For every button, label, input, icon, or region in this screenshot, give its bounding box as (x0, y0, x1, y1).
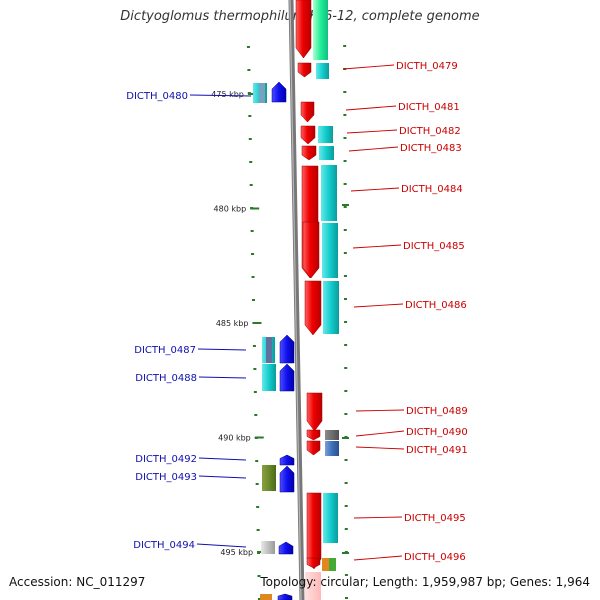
minus-strand-gene-arrow (279, 454, 295, 466)
plus-strand-gene-arrow (302, 221, 320, 279)
accession-text: Accession: NC_011297 (9, 575, 146, 589)
plus-gene-label: DICTH_0484 (401, 184, 463, 195)
plus-gene-leader-line (350, 187, 400, 192)
minus-gene-leader-line (198, 376, 247, 379)
plus-gene-label: DICTH_0482 (399, 126, 461, 137)
plus-strand-feature-block (325, 430, 339, 440)
minus-gene-leader-line (197, 348, 247, 351)
topology-text: Topology: circular; Length: 1,959,987 bp… (260, 575, 590, 589)
plus-gene-leader-line (342, 64, 395, 70)
plus-strand-gene-arrow (306, 557, 321, 569)
plus-strand-gene-arrow (306, 492, 322, 570)
minus-strand-gene-arrow (277, 593, 293, 600)
plus-gene-leader-line (355, 446, 405, 450)
minus-strand-gene-arrow (279, 334, 295, 364)
genome-backbone-highlight (289, 0, 302, 600)
minus-gene-label: DICTH_0487 (134, 345, 196, 356)
plus-strand-feature-block (325, 441, 339, 456)
plus-strand-feature-block (323, 493, 338, 543)
plus-gene-leader-line (346, 129, 398, 134)
minus-gene-label: DICTH_0492 (135, 454, 197, 465)
plus-strand-feature-block (319, 146, 334, 160)
scale-tick-label: 475 kbp (211, 90, 244, 99)
minus-gene-leader-line (196, 543, 247, 548)
minus-gene-label: DICTH_0494 (133, 540, 195, 551)
plus-strand-feature-block (321, 165, 337, 221)
plus-gene-leader-line (348, 146, 399, 152)
minus-gene-label: DICTH_0480 (126, 91, 188, 102)
minus-strand-gene-arrow (279, 465, 295, 493)
plus-gene-label: DICTH_0486 (405, 300, 467, 311)
plus-strand-gene-arrow (306, 440, 321, 456)
minus-gene-leader-line (198, 457, 247, 461)
minus-strand-feature-block (266, 337, 272, 363)
plus-gene-label: DICTH_0490 (406, 427, 468, 438)
plus-gene-label: DICTH_0483 (400, 143, 462, 154)
plus-gene-leader-line (345, 105, 397, 111)
minus-strand-feature-block (262, 465, 276, 491)
feature-block-green (329, 558, 336, 571)
genome-backbone (288, 0, 305, 600)
plus-strand-gene-arrow (304, 280, 322, 336)
minus-strand-feature-block (260, 594, 272, 600)
scale-tick-label: 495 kbp (220, 548, 253, 557)
plus-strand-gene-arrow (306, 392, 323, 432)
plus-gene-leader-line (353, 516, 403, 519)
scale-tick-label: 480 kbp (214, 205, 247, 214)
minus-strand-gene-arrow (278, 541, 294, 555)
minus-gene-label: DICTH_0493 (135, 472, 197, 483)
plus-strand-feature-block (313, 0, 328, 60)
minus-strand-feature-block (262, 364, 276, 391)
plus-strand-gene-arrow (300, 125, 316, 145)
plus-gene-leader-line (355, 409, 405, 412)
plus-strand-gene-arrow (297, 62, 312, 78)
plus-strand-feature-block (323, 281, 339, 334)
plus-gene-label: DICTH_0481 (398, 102, 460, 113)
plus-gene-leader-line (355, 430, 405, 437)
plus-strand-gene-arrow (295, 0, 312, 59)
scale-tick-label: 485 kbp (216, 319, 249, 328)
minus-strand-gene-arrow (279, 363, 295, 392)
plus-gene-leader-line (352, 244, 402, 249)
minus-gene-leader-line (189, 94, 252, 97)
plus-gene-label: DICTH_0479 (396, 61, 458, 72)
minus-strand-feature-block (261, 541, 275, 554)
plus-gene-label: DICTH_0491 (406, 445, 468, 456)
feature-block-orange (322, 558, 329, 571)
plus-strand-feature-block (318, 126, 333, 143)
minus-strand-gene-arrow (271, 81, 287, 103)
plus-gene-label: DICTH_0496 (404, 552, 466, 563)
minus-gene-leader-line (198, 475, 247, 479)
plus-gene-leader-line (353, 303, 404, 308)
plus-strand-feature-block (316, 63, 329, 79)
plus-strand-gene-arrow (301, 145, 317, 161)
minus-strand-feature-block (259, 83, 265, 103)
feature-block-pink (305, 572, 321, 600)
minus-gene-label: DICTH_0488 (135, 373, 197, 384)
plus-gene-label: DICTH_0495 (404, 513, 466, 524)
scale-tick-label: 490 kbp (218, 434, 251, 443)
plus-gene-label: DICTH_0485 (403, 241, 465, 252)
plus-strand-feature-block (322, 223, 338, 278)
plus-gene-leader-line (353, 555, 403, 561)
plus-strand-gene-arrow (300, 101, 315, 123)
plus-gene-label: DICTH_0489 (406, 406, 468, 417)
plus-strand-gene-arrow (306, 429, 321, 441)
